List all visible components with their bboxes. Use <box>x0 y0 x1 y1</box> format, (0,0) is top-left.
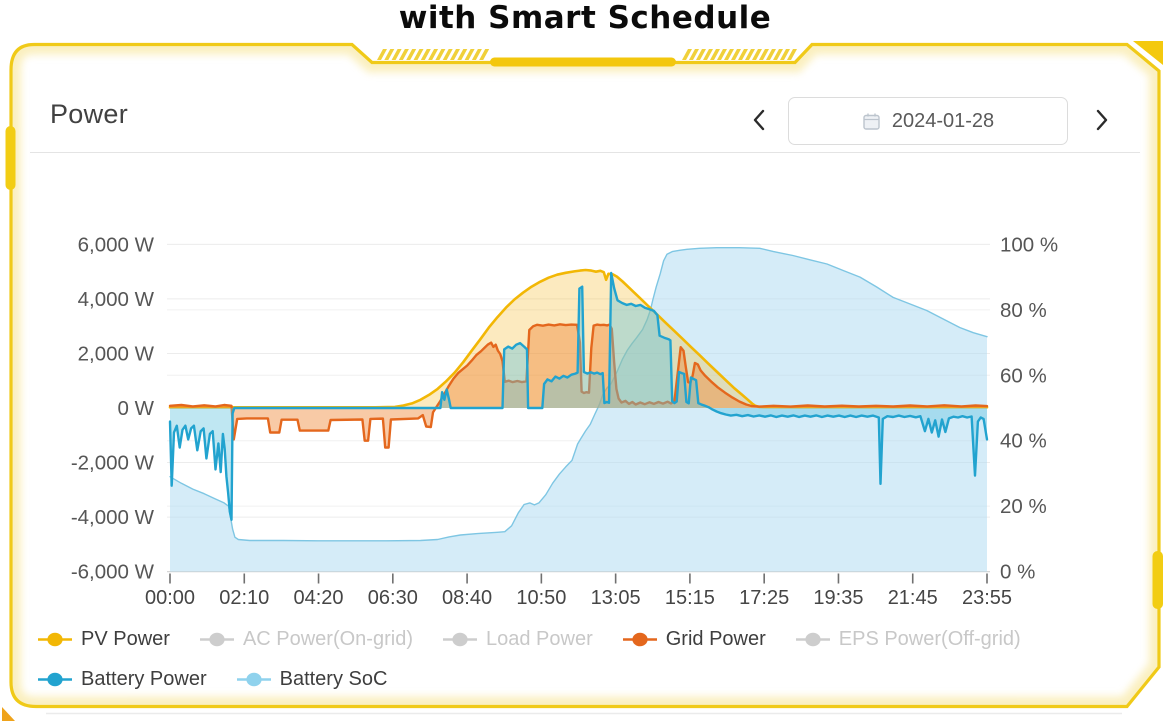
legend-item-battery-soc[interactable]: Battery SoC <box>236 667 388 691</box>
legend-label: Battery Power <box>81 667 207 690</box>
bottom-left-accent <box>2 707 15 721</box>
calendar-icon <box>862 112 881 131</box>
legend-marker-icon <box>442 632 477 646</box>
legend-marker-icon <box>38 632 72 646</box>
legend-item-load-power[interactable]: Load Power <box>442 627 593 651</box>
legend-item-battery-power[interactable]: Battery Power <box>38 668 207 691</box>
legend-marker-icon <box>622 632 657 646</box>
legend-label: AC Power(On-grid) <box>242 627 413 650</box>
legend-marker-icon <box>199 632 234 646</box>
corner-accent-triangle <box>1133 41 1163 65</box>
legend-label: EPS Power(Off-grid) <box>838 627 1021 650</box>
legend-item-ac-power-on-grid[interactable]: AC Power(On-grid) <box>199 627 413 651</box>
left-handle-accent <box>5 126 16 190</box>
top-accent-bar <box>490 57 676 67</box>
legend-label: Load Power <box>485 627 593 650</box>
prev-date-button[interactable] <box>740 101 778 141</box>
chevron-left-icon <box>752 108 767 135</box>
chart-legend-row-1: PV Power AC Power(On-grid) Load Power Grid … <box>38 621 1021 657</box>
legend-marker-icon <box>236 672 271 686</box>
legend-marker-icon <box>795 632 830 646</box>
hatch-stripes-left <box>377 49 490 60</box>
legend-item-pv-power[interactable]: PV Power <box>38 628 170 651</box>
date-picker-input[interactable]: 2024-01-28 <box>788 97 1068 145</box>
page-title: with Smart Schedule <box>398 0 772 36</box>
legend-marker-icon <box>38 672 72 686</box>
hatch-stripes-right <box>682 49 797 60</box>
legend-label: PV Power <box>81 627 170 650</box>
legend-label: Grid Power <box>665 627 766 650</box>
chart-legend-row-2: Battery Power Battery SoC <box>38 661 387 697</box>
date-value: 2024-01-28 <box>891 109 995 132</box>
legend-item-grid-power[interactable]: Grid Power <box>622 627 766 651</box>
chart-title: Power <box>50 99 129 129</box>
right-handle-accent <box>1152 551 1163 609</box>
header-divider <box>30 152 1140 153</box>
chevron-right-icon <box>1094 108 1109 135</box>
legend-label: Battery SoC <box>279 667 388 690</box>
next-date-button[interactable] <box>1082 101 1120 141</box>
legend-item-eps-power-off-grid[interactable]: EPS Power(Off-grid) <box>795 627 1021 651</box>
